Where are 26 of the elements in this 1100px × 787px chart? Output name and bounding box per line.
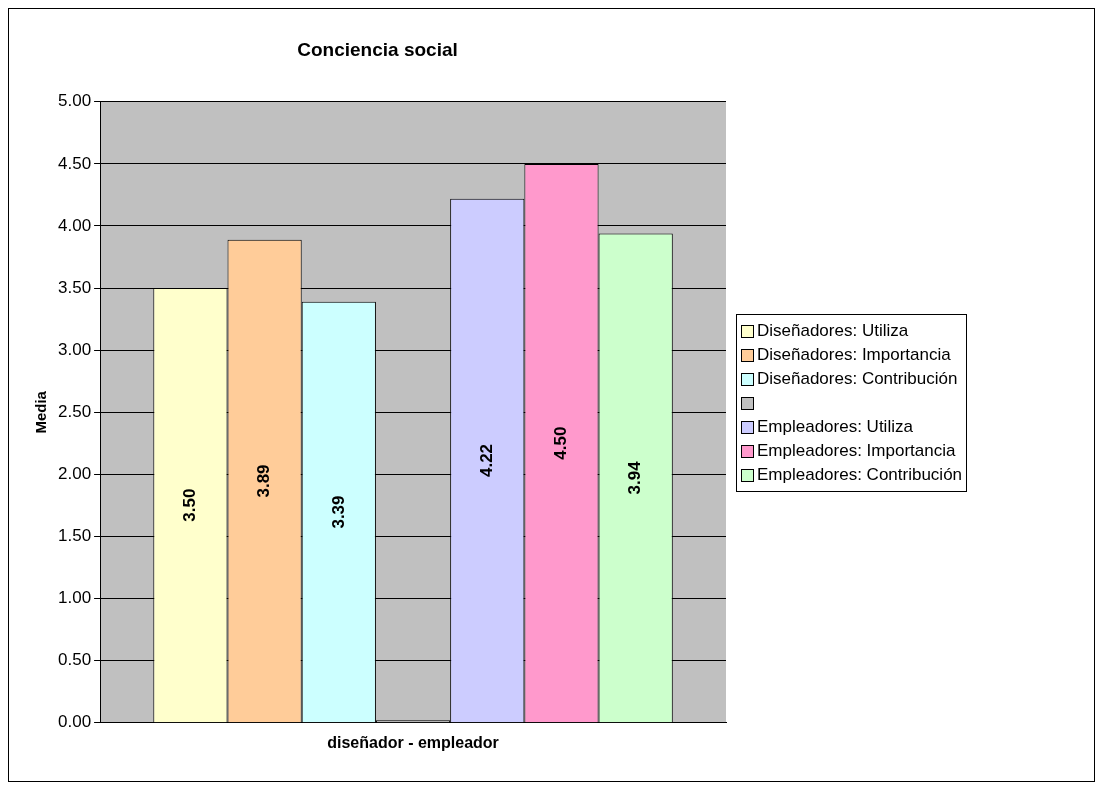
y-tick-label: 4.50 [57,153,92,173]
data-label: 3.89 [254,464,274,498]
chart-title: Conciencia social [297,38,458,60]
legend-label: Diseñadores: Contribución [757,369,958,389]
data-label: 3.39 [328,495,348,529]
data-label: 4.50 [551,426,571,460]
y-tick-label: 0.50 [57,650,92,670]
legend-label: Empleadores: Contribución [757,465,963,485]
y-tick-label: 1.50 [57,526,92,546]
y-axis-title: Media [32,390,50,434]
y-tick-label: 4.00 [57,215,92,235]
legend-label: Diseñadores: Utiliza [757,321,909,341]
legend-label: Diseñadores: Importancia [757,345,951,365]
data-label: 3.94 [625,460,645,495]
y-tick-label: 3.50 [57,277,92,297]
y-tick-label: 2.50 [57,401,92,421]
y-tick-label: 1.00 [57,588,92,608]
y-tick-label: 5.00 [57,91,92,111]
data-label: 4.22 [476,443,496,478]
x-tick-label: diseñador - empleador [327,733,499,751]
y-tick-label: 0.00 [57,712,92,732]
y-tick-label: 3.00 [57,339,92,359]
legend-label: Empleadores: Utiliza [757,417,913,437]
y-tick-label: 2.00 [57,464,92,484]
legend-label: Empleadores: Importancia [757,441,956,461]
data-label: 3.50 [180,488,200,522]
